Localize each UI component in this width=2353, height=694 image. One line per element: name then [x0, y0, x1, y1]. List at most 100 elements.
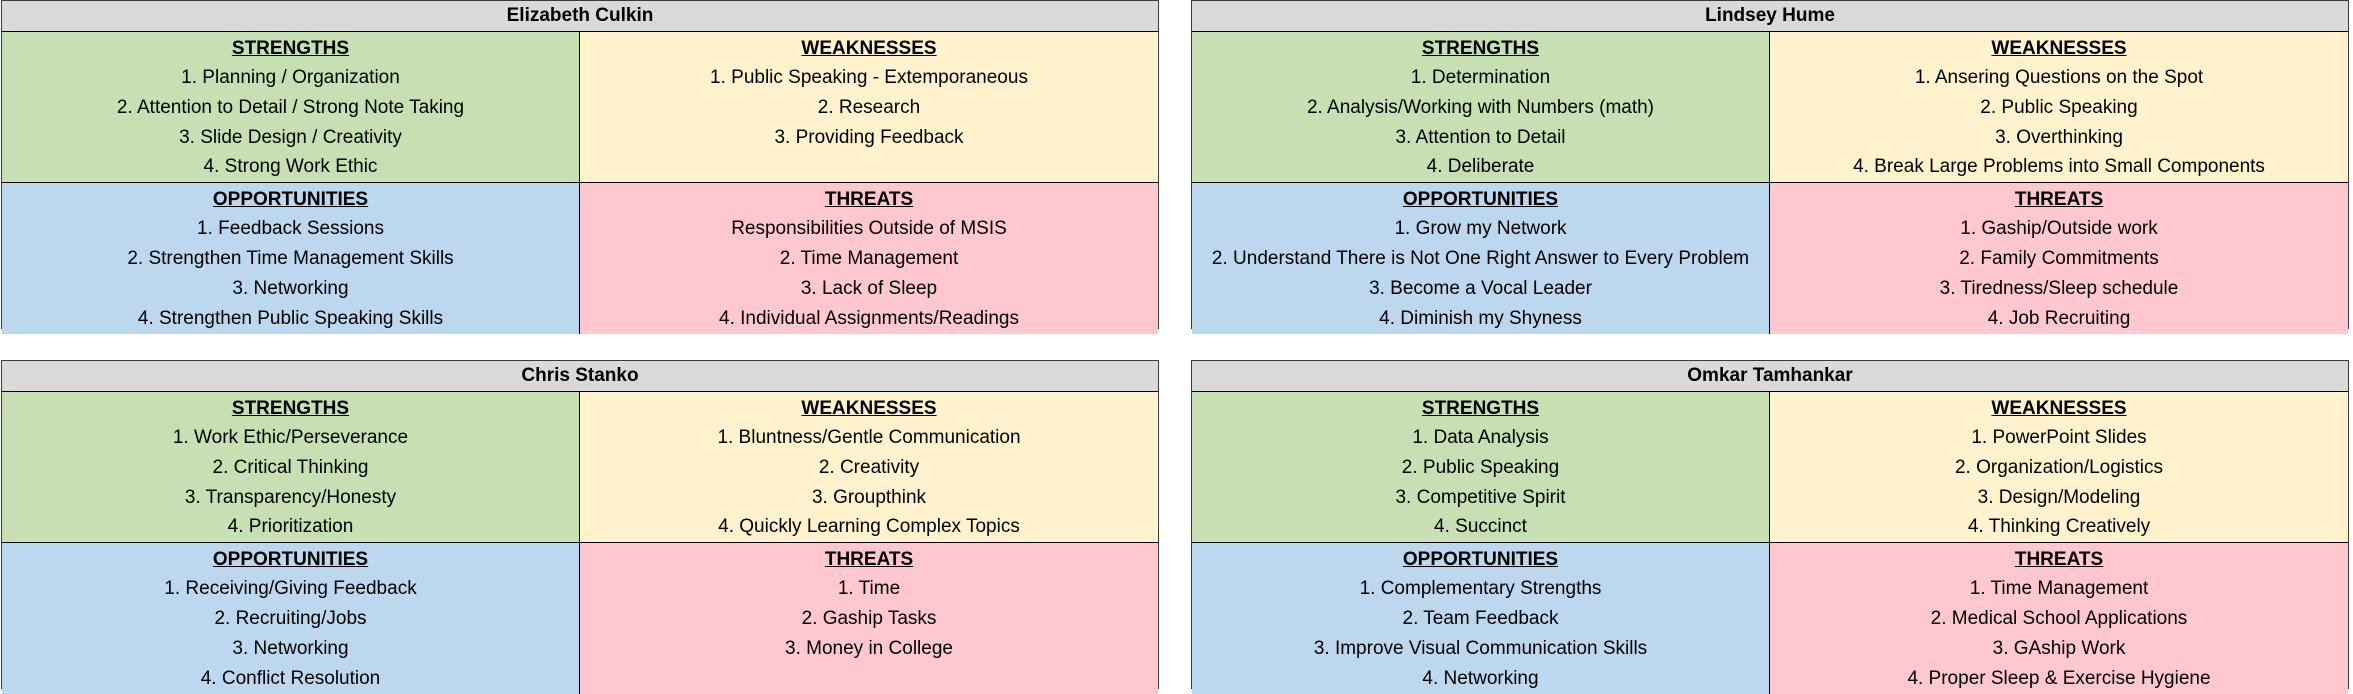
weaknesses-header: WEAKNESSES [801, 398, 937, 419]
list-item: 4. Deliberate [1426, 156, 1535, 178]
list-item: 3. Networking [232, 277, 349, 299]
person-name: Lindsey Hume [1192, 1, 2348, 32]
list-item: 3. Design/Modeling [1977, 486, 2141, 508]
list-item: 1. Ansering Questions on the Spot [1914, 67, 2204, 88]
list-item: 1. Complementary Strengths [1359, 578, 1602, 600]
list-item: 3. Networking [232, 637, 349, 659]
list-item: 1. Time [837, 578, 901, 600]
strengths-quadrant: STRENGTHS 1. Data Analysis 2. Public Spe… [1192, 392, 1770, 544]
threats-header: THREATS [2014, 189, 2104, 211]
strengths-quadrant: STRENGTHS 1. Planning / Organization 2. … [2, 32, 580, 184]
opportunities-header: OPPORTUNITIES [1402, 549, 1559, 571]
list-item: 3. Overthinking [1995, 126, 2123, 148]
strengths-quadrant: STRENGTHS 1. Work Ethic/Perseverance 2. … [2, 392, 580, 544]
threats-quadrant: THREATS 1. Gaship/Outside work 2. Family… [1770, 183, 2348, 335]
list-item: 3. GAship Work [1992, 637, 2126, 659]
weaknesses-quadrant: WEAKNESSES 1. PowerPoint Slides 2. Organ… [1770, 392, 2348, 544]
list-item: 2. Critical Thinking [212, 456, 369, 478]
list-item: 2. Time Management [779, 247, 959, 269]
list-item: 3. Money in College [785, 637, 953, 659]
list-item: 3. Groupthink [811, 486, 927, 508]
threats-header: THREATS [824, 549, 914, 571]
list-item: 4. Job Recruiting [1987, 307, 2131, 329]
opportunities-header: OPPORTUNITIES [1402, 189, 1559, 211]
threats-header: THREATS [824, 189, 914, 211]
list-item: 2. Creativity [818, 456, 920, 478]
weaknesses-header: WEAKNESSES [1991, 38, 2127, 59]
opportunities-header: OPPORTUNITIES [212, 549, 369, 571]
swot-block-chris-stanko: Chris Stanko STRENGTHS 1. Work Ethic/Per… [1, 360, 1159, 694]
opportunities-quadrant: OPPORTUNITIES 1. Receiving/Giving Feedba… [2, 543, 580, 694]
weaknesses-header: WEAKNESSES [801, 38, 937, 59]
list-item: 3. Improve Visual Communication Skills [1313, 637, 1648, 659]
list-item: 2. Analysis/Working with Numbers (math) [1306, 96, 1655, 118]
list-item: 3. Tiredness/Sleep schedule [1939, 277, 2179, 299]
list-item: 3. Providing Feedback [774, 126, 964, 148]
list-item: 2. Organization/Logistics [1954, 456, 2164, 478]
list-item: 1. Planning / Organization [181, 67, 400, 88]
list-item: 2. Public Speaking [1401, 456, 1560, 478]
strengths-header: STRENGTHS [1421, 38, 1540, 59]
list-item: 1. Work Ethic/Perseverance [172, 427, 409, 448]
weaknesses-quadrant: WEAKNESSES 1. Bluntness/Gentle Communica… [580, 392, 1158, 544]
list-item: 4. Succinct [1434, 516, 1527, 538]
list-item: 1. Public Speaking - Extemporaneous [710, 67, 1028, 88]
list-item: 3. Attention to Detail [1395, 126, 1566, 148]
list-item: 2. Public Speaking [1980, 96, 2138, 118]
list-item: 1. Gaship/Outside work [1960, 218, 2158, 240]
list-item: 4. Break Large Problems into Small Compo… [1853, 156, 2265, 178]
opportunities-quadrant: OPPORTUNITIES 1. Complementary Strengths… [1192, 543, 1770, 694]
threats-quadrant: THREATS 1. Time 2. Gaship Tasks 3. Money… [580, 543, 1158, 694]
list-item: 1. Determination [1410, 67, 1551, 88]
list-item: 1. PowerPoint Slides [1971, 427, 2147, 448]
person-name: Elizabeth Culkin [2, 1, 1158, 32]
list-item: 1. Data Analysis [1412, 427, 1549, 448]
list-item: 1. Bluntness/Gentle Communication [717, 427, 1021, 448]
threats-quadrant: THREATS 1. Time Management 2. Medical Sc… [1770, 543, 2348, 694]
list-item: 4. Individual Assignments/Readings [719, 307, 1019, 329]
list-item: 4. Networking [1422, 667, 1539, 689]
list-item: 4. Diminish my Shyness [1379, 307, 1582, 329]
list-item: 2. Understand There is Not One Right Ans… [1211, 247, 1750, 269]
list-item: 2. Attention to Detail / Strong Note Tak… [116, 96, 465, 118]
person-name: Chris Stanko [2, 361, 1158, 392]
swot-block-elizabeth-culkin: Elizabeth Culkin STRENGTHS 1. Planning /… [1, 0, 1159, 335]
threats-quadrant: THREATS Responsibilities Outside of MSIS… [580, 183, 1158, 335]
list-item: 2. Family Commitments [1959, 247, 2159, 269]
weaknesses-quadrant: WEAKNESSES 1. Ansering Questions on the … [1770, 32, 2348, 184]
list-item: 3. Become a Vocal Leader [1369, 277, 1592, 299]
strengths-header: STRENGTHS [231, 398, 350, 419]
weaknesses-header: WEAKNESSES [1991, 398, 2127, 419]
list-item: 4. Thinking Creatively [1967, 516, 2151, 538]
list-item: 4. Strong Work Ethic [203, 156, 378, 178]
list-item: Responsibilities Outside of MSIS [731, 218, 1007, 240]
list-item: 3. Competitive Spirit [1395, 486, 1566, 508]
list-item: 4. Strengthen Public Speaking Skills [137, 307, 444, 329]
list-item: 1. Receiving/Giving Feedback [164, 578, 417, 600]
strengths-header: STRENGTHS [1421, 398, 1540, 419]
list-item: 2. Team Feedback [1402, 607, 1559, 629]
list-item: 3. Slide Design / Creativity [179, 126, 402, 148]
opportunities-quadrant: OPPORTUNITIES 1. Grow my Network 2. Unde… [1192, 183, 1770, 335]
list-item: 2. Gaship Tasks [801, 607, 937, 629]
list-item: 3. Transparency/Honesty [184, 486, 397, 508]
list-item: 1. Time Management [1969, 578, 2149, 600]
list-item: 4. Proper Sleep & Exercise Hygiene [1907, 667, 2211, 689]
list-item: 2. Medical School Applications [1930, 607, 2188, 629]
list-item: 3. Lack of Sleep [800, 277, 938, 299]
list-item: 4. Conflict Resolution [200, 667, 381, 689]
swot-block-lindsey-hume: Lindsey Hume STRENGTHS 1. Determination … [1191, 0, 2349, 335]
swot-block-omkar-tamhankar: Omkar Tamhankar STRENGTHS 1. Data Analys… [1191, 360, 2349, 694]
opportunities-quadrant: OPPORTUNITIES 1. Feedback Sessions 2. St… [2, 183, 580, 335]
opportunities-header: OPPORTUNITIES [212, 189, 369, 211]
list-item: 4. Quickly Learning Complex Topics [718, 516, 1020, 538]
list-item: 1. Feedback Sessions [197, 218, 384, 240]
list-item: 2. Recruiting/Jobs [214, 607, 367, 629]
list-item: 2. Strengthen Time Management Skills [127, 247, 454, 269]
threats-header: THREATS [2014, 549, 2104, 571]
list-item: 1. Grow my Network [1394, 218, 1567, 240]
person-name: Omkar Tamhankar [1192, 361, 2348, 392]
strengths-header: STRENGTHS [231, 38, 350, 59]
list-item: 2. Research [817, 96, 921, 118]
weaknesses-quadrant: WEAKNESSES 1. Public Speaking - Extempor… [580, 32, 1158, 184]
